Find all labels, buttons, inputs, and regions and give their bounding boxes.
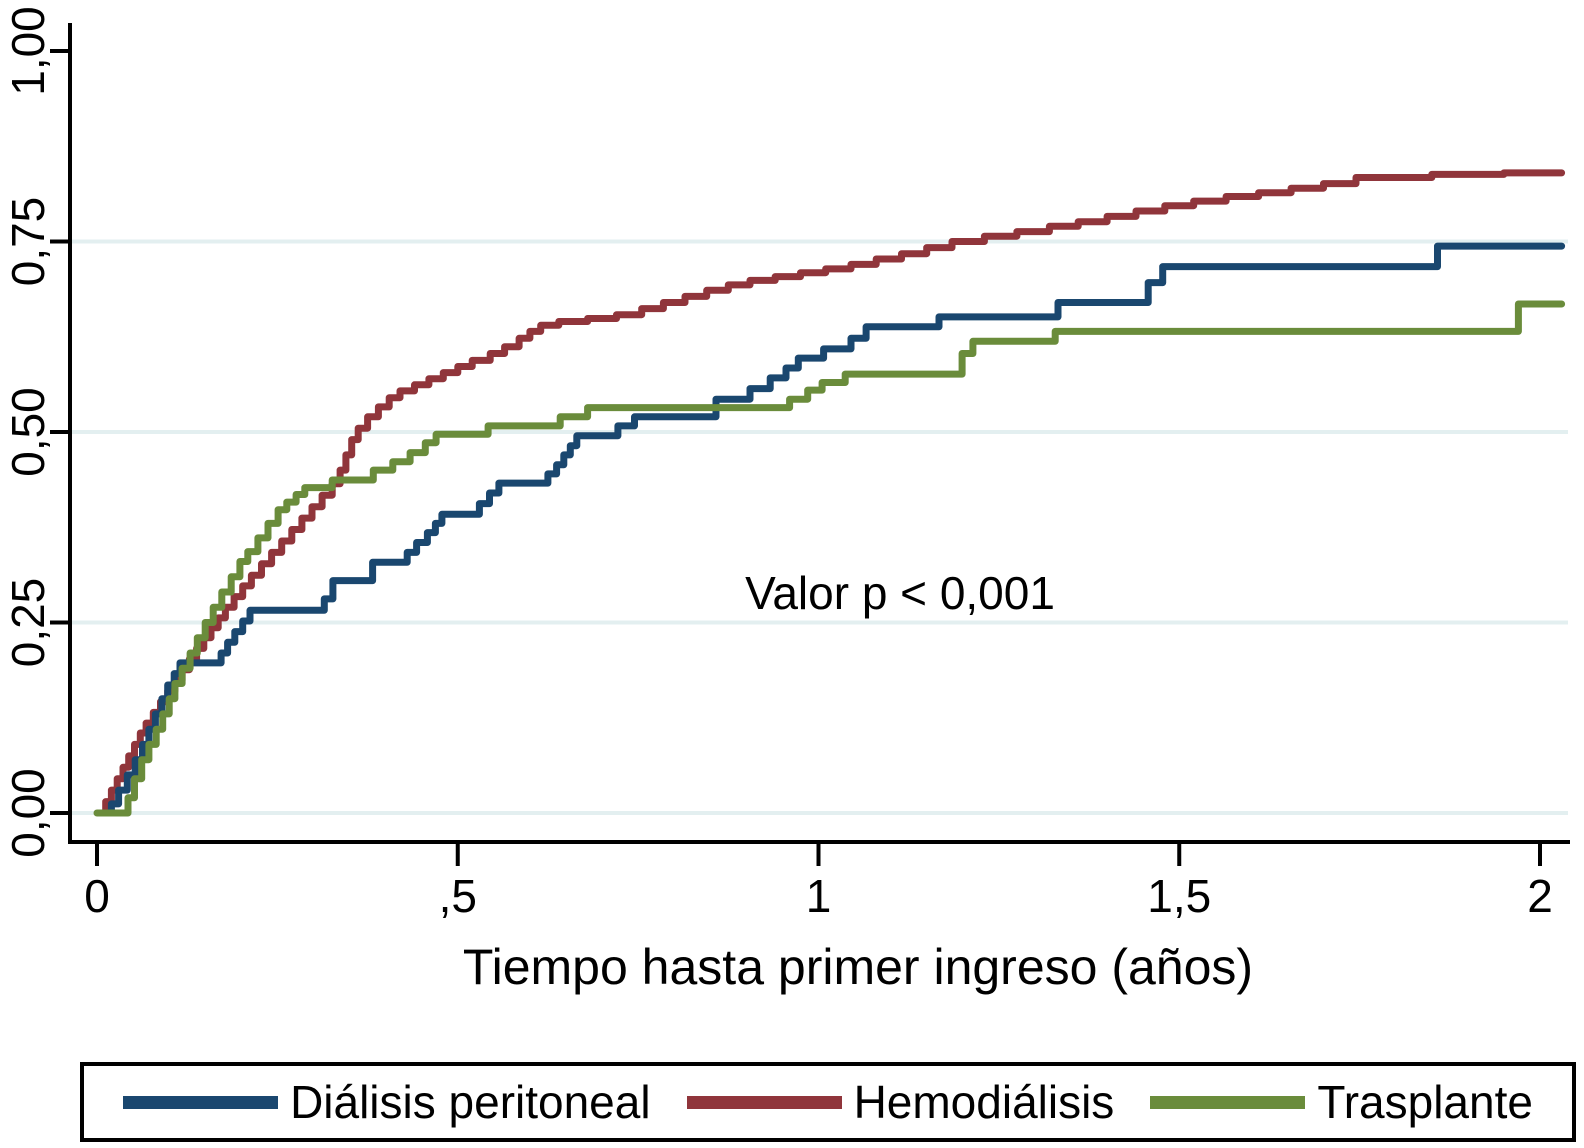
- legend-label-trasplante: Trasplante: [1317, 1076, 1533, 1128]
- y-tick-label-0.5: 0,50: [2, 387, 54, 477]
- x-tick-label-0.5: ,5: [439, 870, 477, 922]
- y-tick-label-1: 1,00: [2, 6, 54, 96]
- y-tick-label-0: 0,00: [2, 768, 54, 858]
- x-tick-label-1: 1: [806, 870, 832, 922]
- legend-swatch-trasplante: [1150, 1095, 1306, 1109]
- series-line-trasplante: [93, 300, 1566, 817]
- legend-item-trasplante: Trasplante: [1150, 1075, 1533, 1129]
- series-line-di-lisis-peritoneal: [96, 242, 1566, 817]
- legend-item-dialisis-peritoneal: Diálisis peritoneal: [123, 1075, 651, 1129]
- x-tick-label-1.5: 1,5: [1147, 870, 1211, 922]
- y-tick-label-0.25: 0,25: [2, 578, 54, 668]
- legend-label-dialisis-peritoneal: Diálisis peritoneal: [290, 1076, 651, 1128]
- x-tick-label-0: 0: [84, 870, 110, 922]
- x-axis-title: Tiempo hasta primer ingreso (años): [462, 939, 1254, 995]
- x-tick-label-2: 2: [1527, 870, 1553, 922]
- p-value-annotation: Valor p < 0,001: [745, 567, 1055, 619]
- legend-swatch-dialisis-peritoneal: [123, 1095, 279, 1109]
- y-tick-label-0.75: 0,75: [2, 197, 54, 287]
- legend: Diálisis peritoneal Hemodiálisis Traspla…: [80, 1062, 1576, 1142]
- legend-item-hemodialisis: Hemodiálisis: [686, 1075, 1115, 1129]
- legend-swatch-hemodialisis: [686, 1095, 842, 1109]
- legend-label-hemodialisis: Hemodiálisis: [853, 1076, 1115, 1128]
